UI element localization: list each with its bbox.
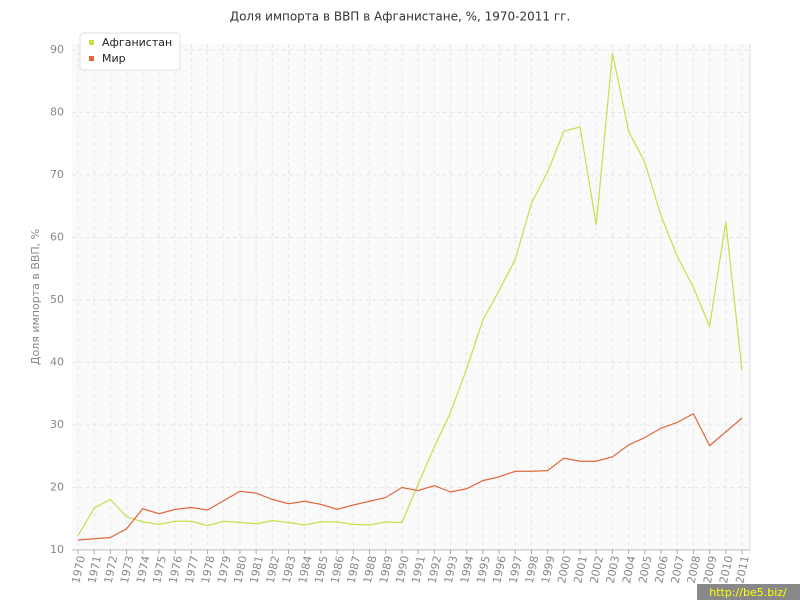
legend-swatch (89, 40, 94, 45)
y-tick-label: 60 (50, 231, 64, 244)
y-tick-label: 70 (50, 168, 64, 181)
x-tick-label: 1993 (442, 555, 461, 585)
x-tick-label: 1981 (247, 555, 266, 585)
x-tick-label: 2000 (555, 555, 574, 585)
plot-area (72, 44, 750, 550)
x-tick-label: 1990 (393, 555, 412, 585)
watermark: http://be5.biz/ (709, 586, 787, 599)
chart-title: Доля импорта в ВВП в Афганистане, %, 197… (230, 10, 571, 24)
x-tick-label: 1980 (231, 555, 250, 585)
x-tick-label: 2008 (685, 555, 704, 585)
legend-box (79, 32, 181, 71)
x-tick-label: 1995 (474, 555, 493, 585)
x-tick-label: 2004 (620, 555, 639, 585)
y-axis-label: Доля импорта в ВВП, % (29, 229, 42, 365)
x-tick-label: 2011 (733, 555, 752, 585)
x-tick-label: 2005 (636, 555, 655, 585)
x-tick-label: 1996 (490, 555, 509, 585)
x-tick-label: 1972 (102, 555, 121, 585)
x-tick-label: 2001 (571, 555, 590, 585)
y-tick-label: 90 (50, 43, 64, 56)
legend-swatch (89, 56, 94, 61)
x-tick-label: 1985 (312, 555, 331, 585)
x-tick-label: 1979 (215, 555, 234, 585)
y-tick-label: 30 (50, 418, 64, 431)
y-tick-label: 10 (50, 543, 64, 556)
x-tick-label: 1989 (377, 555, 396, 585)
x-tick-label: 1991 (409, 555, 428, 585)
x-tick-label: 1973 (118, 555, 137, 585)
x-tick-label: 2007 (669, 555, 688, 585)
x-tick-label: 1976 (167, 555, 186, 585)
x-tick-label: 1970 (69, 555, 88, 585)
x-tick-label: 2002 (588, 555, 607, 585)
x-tick-label: 1986 (328, 555, 347, 585)
x-tick-label: 1987 (345, 555, 364, 585)
x-tick-label: 1997 (507, 555, 526, 585)
x-tick-label: 1974 (134, 555, 153, 585)
x-tick-label: 1992 (426, 555, 445, 585)
x-tick-label: 1988 (361, 555, 380, 585)
watermark-bg (697, 584, 800, 600)
legend-label: Афганистан (102, 36, 172, 49)
y-tick-label: 80 (50, 106, 64, 119)
series-line (77, 53, 743, 536)
x-tick-label: 1994 (458, 555, 477, 585)
x-tick-label: 2009 (701, 555, 720, 585)
y-tick-label: 20 (50, 481, 64, 494)
x-tick-label: 1975 (150, 555, 169, 585)
y-tick-label: 40 (50, 356, 64, 369)
x-tick-label: 2003 (604, 555, 623, 585)
x-tick-label: 2010 (717, 555, 736, 585)
y-tick-label: 50 (50, 293, 64, 306)
x-tick-label: 1977 (183, 555, 202, 585)
x-tick-label: 1998 (523, 555, 542, 585)
series-line (77, 412, 743, 541)
x-tick-label: 1978 (199, 555, 218, 585)
x-tick-label: 2006 (652, 555, 671, 585)
x-tick-label: 1983 (280, 555, 299, 585)
x-tick-label: 1999 (539, 555, 558, 585)
x-tick-label: 1971 (86, 555, 105, 585)
x-tick-label: 1982 (264, 555, 283, 585)
x-tick-label: 1984 (296, 555, 315, 585)
legend-label: Мир (102, 52, 126, 65)
